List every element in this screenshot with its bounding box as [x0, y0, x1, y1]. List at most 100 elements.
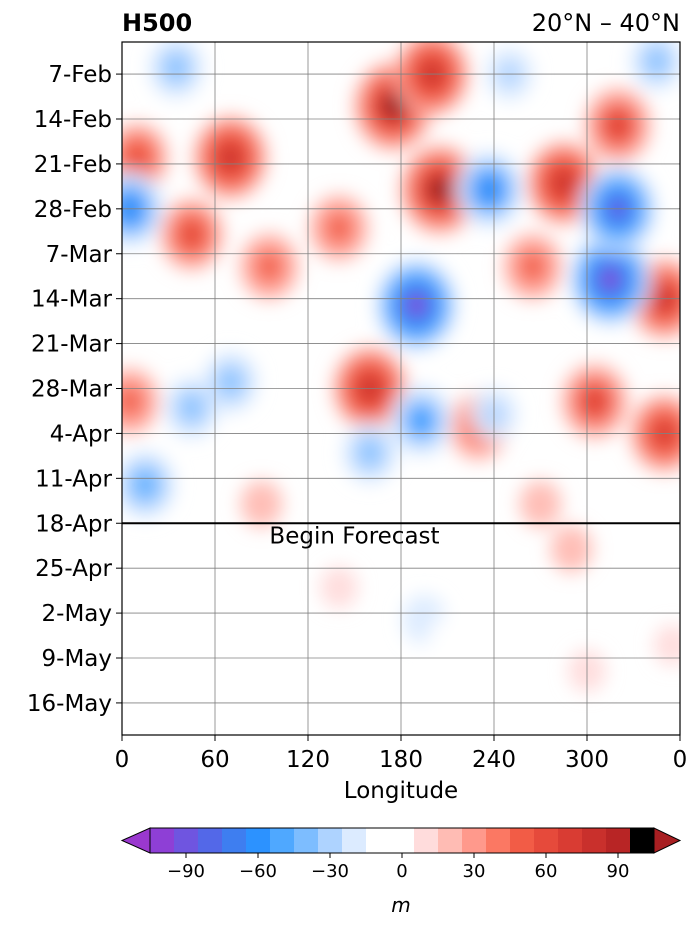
anomaly-contour: [250, 492, 273, 516]
y-tick-label: 7-Feb: [48, 62, 112, 88]
anomaly-blob: [308, 194, 370, 263]
anomaly-contour: [662, 634, 680, 656]
anomaly-contour: [437, 627, 458, 650]
y-tick-label: 21-Mar: [31, 332, 113, 358]
colorbar-segment: [150, 828, 175, 853]
x-tick-label: 120: [286, 747, 330, 773]
colorbar-segment: [486, 828, 511, 853]
anomaly-blob: [239, 232, 300, 301]
colorbar-segment: [342, 828, 367, 853]
y-tick-label: 28-Feb: [34, 197, 112, 223]
y-tick-label: 14-Mar: [31, 287, 113, 313]
anomaly-contour: [329, 576, 349, 599]
x-axis: 0 60 120 180 240 300 0: [115, 735, 687, 773]
x-tick-label: 60: [200, 747, 229, 773]
y-tick-label: 25-Apr: [35, 556, 112, 582]
colorbar-tick-label: −60: [239, 861, 277, 882]
x-axis-label: Longitude: [344, 778, 458, 804]
colorbar-tick-label: 90: [607, 861, 630, 882]
anomaly-contour: [560, 536, 583, 561]
x-tick-label: 300: [565, 747, 609, 773]
anomaly-contour: [261, 258, 277, 276]
colorbar-tick-label: 0: [396, 861, 407, 882]
colorbar-segment: [582, 828, 607, 853]
anomaly-blob: [568, 232, 652, 327]
anomaly-contour: [587, 393, 602, 409]
anomaly-contour: [137, 476, 153, 494]
anomaly-blob: [550, 524, 593, 573]
y-tick-label: 28-Mar: [31, 377, 113, 403]
anomaly-blob: [192, 114, 269, 201]
anomaly-contour: [386, 98, 400, 114]
anomaly-contour: [482, 181, 497, 198]
anomaly-blob: [584, 87, 652, 164]
y-axis: 7-Feb 14-Feb 21-Feb 28-Feb 7-Mar 14-Mar 21-Mar…: [27, 62, 122, 717]
anomaly-blob: [502, 232, 563, 301]
colorbar-under-extension: [120, 827, 151, 854]
anomaly-contour: [360, 442, 380, 464]
y-tick-label: 7-Mar: [46, 242, 113, 268]
anomaly-contour: [221, 371, 240, 393]
anomaly-blob: [427, 616, 468, 661]
colorbar-segment: [462, 828, 487, 853]
anomaly-blob: [630, 42, 680, 91]
colorbar-tick-label: −90: [167, 861, 205, 882]
anomaly-blob: [653, 624, 680, 667]
y-tick-label: 9-May: [42, 646, 112, 672]
chart-title-right: 20°N – 40°N: [532, 9, 680, 37]
anomaly-blob: [319, 565, 359, 610]
anomaly-contour: [183, 225, 200, 244]
anomaly-blob: [342, 421, 398, 484]
colorbar-over-extension: [653, 827, 682, 854]
anomaly-contour: [413, 411, 429, 430]
chart-title-left: H500: [122, 9, 192, 37]
x-tick-label: 180: [379, 747, 423, 773]
y-tick-label: 16-May: [27, 691, 112, 717]
anomaly-contour: [604, 272, 617, 287]
x-tick-label: 0: [115, 747, 130, 773]
anomaly-contour: [557, 176, 571, 191]
anomaly-blob: [519, 480, 562, 528]
anomaly-contour: [167, 57, 186, 79]
colorbar-segment: [510, 828, 535, 853]
colorbar-segment: [270, 828, 295, 853]
colorbar-segment: [294, 828, 319, 853]
anomaly-blob: [159, 197, 225, 272]
anomaly-blob: [122, 450, 176, 519]
colorbar-segment: [222, 828, 247, 853]
anomaly-contour: [529, 492, 552, 516]
x-tick-label: 240: [472, 747, 516, 773]
colorbar-label: m: [391, 893, 410, 917]
anomaly-blob: [455, 151, 524, 228]
colorbar-segment: [534, 828, 559, 853]
anomaly-contour: [525, 258, 541, 276]
anomaly-blob: [526, 140, 602, 226]
y-tick-label: 14-Feb: [34, 107, 112, 133]
colorbar-tick-label: 30: [463, 861, 486, 882]
anomaly-contour: [129, 148, 146, 167]
anomaly-contour: [410, 298, 423, 312]
colorbar-segment: [246, 828, 271, 853]
colorbar-segment: [390, 828, 415, 853]
colorbar-tick-label: 60: [535, 861, 558, 882]
anomaly-contour: [331, 219, 347, 237]
anomaly-blob: [375, 258, 458, 352]
y-tick-label: 2-May: [42, 601, 112, 627]
colorbar-segment: [558, 828, 583, 853]
colorbar-segment: [174, 828, 199, 853]
colorbar-segment: [366, 828, 391, 853]
anomaly-contour: [182, 397, 201, 419]
y-tick-label: 21-Feb: [34, 152, 112, 178]
anomaly-blob: [164, 376, 220, 439]
anomaly-blob: [389, 385, 453, 456]
y-tick-label: 4-Apr: [50, 421, 113, 447]
colorbar-segment: [630, 828, 655, 853]
anomaly-blob: [240, 480, 283, 528]
colorbar: −90 −60 −30 0 30 60 90: [120, 827, 682, 882]
anomaly-contour: [611, 117, 625, 134]
colorbar-tick-label: −30: [311, 861, 349, 882]
y-tick-label: 18-Apr: [35, 511, 112, 537]
begin-forecast-annotation: Begin Forecast: [269, 523, 439, 549]
colorbar-segment: [606, 828, 631, 853]
